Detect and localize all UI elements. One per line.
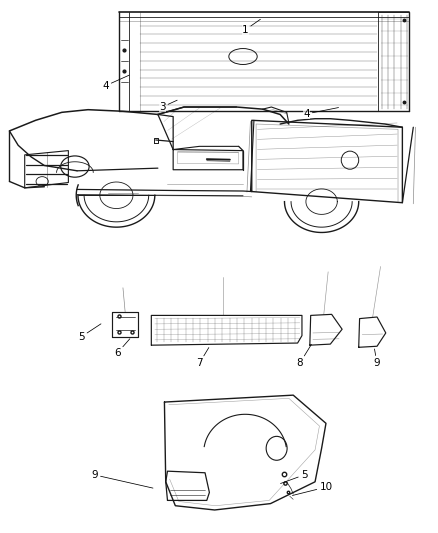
Text: 3: 3 <box>159 100 177 112</box>
Text: 6: 6 <box>114 339 130 358</box>
Text: 8: 8 <box>297 344 311 368</box>
Text: 5: 5 <box>78 324 101 342</box>
Text: 5: 5 <box>281 470 307 483</box>
Text: 4: 4 <box>303 108 339 119</box>
Text: 7: 7 <box>196 348 209 368</box>
Text: 4: 4 <box>102 75 129 91</box>
Text: 9: 9 <box>374 349 380 368</box>
Text: 9: 9 <box>91 470 153 488</box>
Text: 1: 1 <box>242 19 260 35</box>
Text: 10: 10 <box>293 482 332 496</box>
